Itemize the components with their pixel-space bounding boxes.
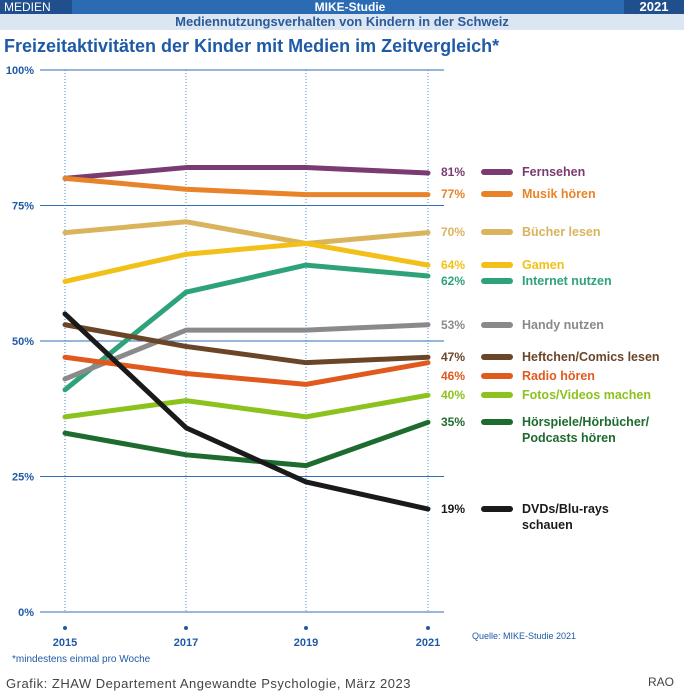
legend-label: Radio hören bbox=[522, 369, 595, 383]
end-value-label: 81% bbox=[441, 165, 465, 179]
series-line bbox=[62, 219, 431, 246]
end-value-label: 62% bbox=[441, 274, 465, 288]
legend-label: schauen bbox=[522, 518, 573, 532]
y-tick-label: 100% bbox=[6, 65, 34, 77]
x-tick-label: 2019 bbox=[294, 637, 318, 649]
study-label: MIKE-Studie bbox=[314, 0, 386, 14]
legend-label: Bücher lesen bbox=[522, 225, 601, 239]
legend-label: Fotos/Videos machen bbox=[522, 388, 651, 402]
series-line bbox=[62, 262, 431, 393]
series-line bbox=[62, 322, 431, 366]
line-chart: 0% 25% 50% 75% 100% 2015 2017 2019 2021 81% Fernse… bbox=[6, 65, 660, 649]
series-line bbox=[62, 354, 431, 387]
x-tick-dot bbox=[184, 626, 188, 630]
end-value-label: 53% bbox=[441, 318, 465, 332]
x-tick-dot bbox=[304, 626, 308, 630]
y-tick-label: 50% bbox=[12, 336, 34, 348]
chart-title: Freizeitaktivitäten der Kinder mit Medie… bbox=[4, 36, 500, 56]
end-value-label: 46% bbox=[441, 369, 465, 383]
x-tick-label: 2015 bbox=[53, 637, 77, 649]
legend-label: DVDs/Blu-rays bbox=[522, 502, 609, 516]
end-value-label: 40% bbox=[441, 388, 465, 402]
series-line bbox=[62, 419, 431, 469]
y-tick-label: 0% bbox=[18, 607, 34, 619]
y-tick-label: 75% bbox=[12, 201, 34, 213]
legend-label: Internet nutzen bbox=[522, 274, 612, 288]
end-value-label: 35% bbox=[441, 415, 465, 429]
legend-label: Fernsehen bbox=[522, 165, 585, 179]
series-line bbox=[62, 240, 431, 284]
source-note: Quelle: MIKE-Studie 2021 bbox=[472, 631, 577, 641]
series-line bbox=[62, 322, 431, 382]
x-tick-dot bbox=[426, 626, 430, 630]
footnote: *mindestens einmal pro Woche bbox=[12, 654, 151, 665]
end-value-label: 19% bbox=[441, 502, 465, 516]
end-value-label: 64% bbox=[441, 258, 465, 272]
legend-label: Handy nutzen bbox=[522, 318, 604, 332]
x-tick-label: 2017 bbox=[174, 637, 198, 649]
section-label: MEDIEN bbox=[0, 0, 72, 14]
footer-credit: Grafik: ZHAW Departement Angewandte Psyc… bbox=[6, 676, 411, 691]
legend-label: Hörspiele/Hörbücher/ bbox=[522, 415, 650, 429]
end-value-label: 70% bbox=[441, 225, 465, 239]
legend-label: Podcasts hören bbox=[522, 431, 616, 445]
series-line bbox=[62, 392, 431, 420]
year-label: 2021 bbox=[624, 0, 684, 14]
x-tick-label: 2021 bbox=[416, 637, 440, 649]
series-line bbox=[62, 175, 431, 198]
legend-label: Gamen bbox=[522, 258, 564, 272]
legend-label: Musik hören bbox=[522, 187, 596, 201]
x-tick-dot bbox=[63, 626, 67, 630]
subtitle-bar: Mediennutzungsverhalten von Kindern in d… bbox=[0, 14, 684, 30]
y-tick-label: 25% bbox=[12, 472, 34, 484]
series-line bbox=[62, 165, 431, 181]
end-value-label: 77% bbox=[441, 187, 465, 201]
top-bar: MEDIEN MIKE-Studie 2021 bbox=[0, 0, 684, 14]
series-line bbox=[62, 311, 431, 512]
end-value-label: 47% bbox=[441, 350, 465, 364]
legend-label: Heftchen/Comics lesen bbox=[522, 350, 660, 364]
signature: RAO bbox=[648, 675, 675, 689]
